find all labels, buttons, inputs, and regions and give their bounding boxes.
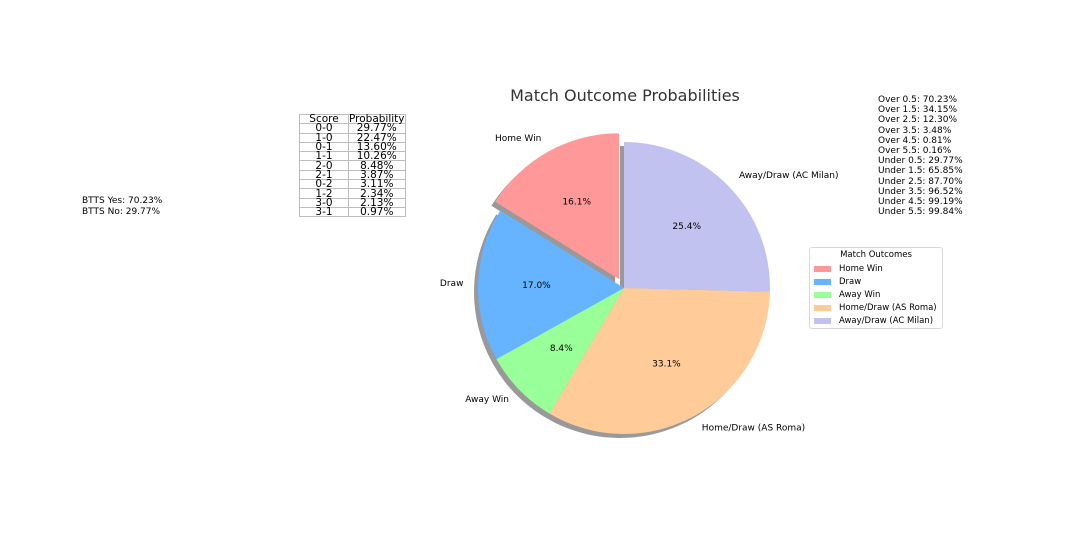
pie-labels-group: 16.1% Home Win 17.0% Draw 8.4% Away Win 33.1% H… xyxy=(440,134,839,434)
pie-slice-away-draw-ac-milan xyxy=(624,142,770,292)
pie-percent-label-home-win: 16.1% xyxy=(562,198,591,208)
pie-percent-label-away-win: 8.4% xyxy=(550,344,573,354)
over-under-line: Under 1.5: 65.85% xyxy=(878,166,963,177)
pie-category-label-away-draw-ac-milan: Away/Draw (AC Milan) xyxy=(739,171,839,181)
legend-item-home-draw-as-roma: Home/Draw (AS Roma) xyxy=(810,301,942,314)
over-under-line: Under 2.5: 87.70% xyxy=(878,176,963,187)
chart-legend: Match Outcomes Home Win Draw Away Win Home/… xyxy=(809,247,943,329)
over-under-line: Under 5.5: 99.84% xyxy=(878,207,963,218)
legend-label: Home Win xyxy=(839,263,883,274)
legend-swatch xyxy=(814,265,831,272)
pie-percent-label-draw: 17.0% xyxy=(522,281,551,291)
legend-swatch xyxy=(814,317,831,324)
pie-category-label-away-win: Away Win xyxy=(465,395,509,405)
table-row: 3-1 0.97% xyxy=(299,207,406,218)
legend-swatch xyxy=(814,304,831,311)
pie-category-label-home-draw-as-roma: Home/Draw (AS Roma) xyxy=(702,423,805,433)
over-under-line: Over 1.5: 34.15% xyxy=(878,105,958,116)
over-under-line: Under 0.5: 29.77% xyxy=(878,156,963,167)
legend-label: Away Win xyxy=(839,289,881,300)
pie-percent-label-away-draw-ac-milan: 25.4% xyxy=(672,222,701,232)
table-cell-score: 3-1 xyxy=(299,207,349,218)
legend-item-away-win: Away Win xyxy=(810,288,942,301)
over-under-line: Under 3.5: 96.52% xyxy=(878,186,963,197)
btts-text-block: BTTS Yes: 70.23% BTTS No: 29.77% xyxy=(82,196,162,217)
over-under-line: Over 5.5: 0.16% xyxy=(878,146,952,157)
chart-title: Match Outcome Probabilities xyxy=(510,86,740,105)
legend-swatch xyxy=(814,291,831,298)
legend-label: Home/Draw (AS Roma) xyxy=(839,302,937,313)
over-under-text-block: Over 0.5: 70.23% Over 1.5: 34.15% Over 2… xyxy=(878,95,963,217)
legend-item-away-draw-ac-milan: Away/Draw (AC Milan) xyxy=(810,314,942,327)
over-under-line: Under 4.5: 99.19% xyxy=(878,197,963,208)
pie-slice-home-draw-as-roma xyxy=(549,288,770,435)
over-under-line: Over 2.5: 12.30% xyxy=(878,115,958,126)
pie-category-label-home-win: Home Win xyxy=(495,134,541,144)
over-under-line: Over 3.5: 3.48% xyxy=(878,125,952,136)
pie-slice-away-win xyxy=(496,288,624,414)
legend-title: Match Outcomes xyxy=(840,250,912,260)
pie-slice-draw xyxy=(477,210,624,360)
btts-yes-text: BTTS Yes: 70.23% xyxy=(82,196,163,206)
legend-label: Draw xyxy=(839,276,862,287)
legend-label: Away/Draw (AC Milan) xyxy=(839,315,934,326)
pie-slice-home-win xyxy=(495,133,620,280)
over-under-line: Over 0.5: 70.23% xyxy=(878,95,958,105)
over-under-line: Over 4.5: 0.81% xyxy=(878,135,952,146)
legend-item-draw: Draw xyxy=(810,275,942,288)
score-probability-table: Score Probability 0-0 29.77% 1-0 22.47% 0-… xyxy=(299,114,406,218)
legend-swatch xyxy=(814,278,831,285)
pie-percent-label-home-draw-as-roma: 33.1% xyxy=(652,360,681,370)
legend-item-home-win: Home Win xyxy=(810,262,942,275)
pie-slices-group xyxy=(477,133,770,435)
pie-category-label-draw: Draw xyxy=(440,279,464,289)
table-cell-probability: 0.97% xyxy=(348,207,406,218)
btts-no-text: BTTS No: 29.77% xyxy=(82,206,161,217)
